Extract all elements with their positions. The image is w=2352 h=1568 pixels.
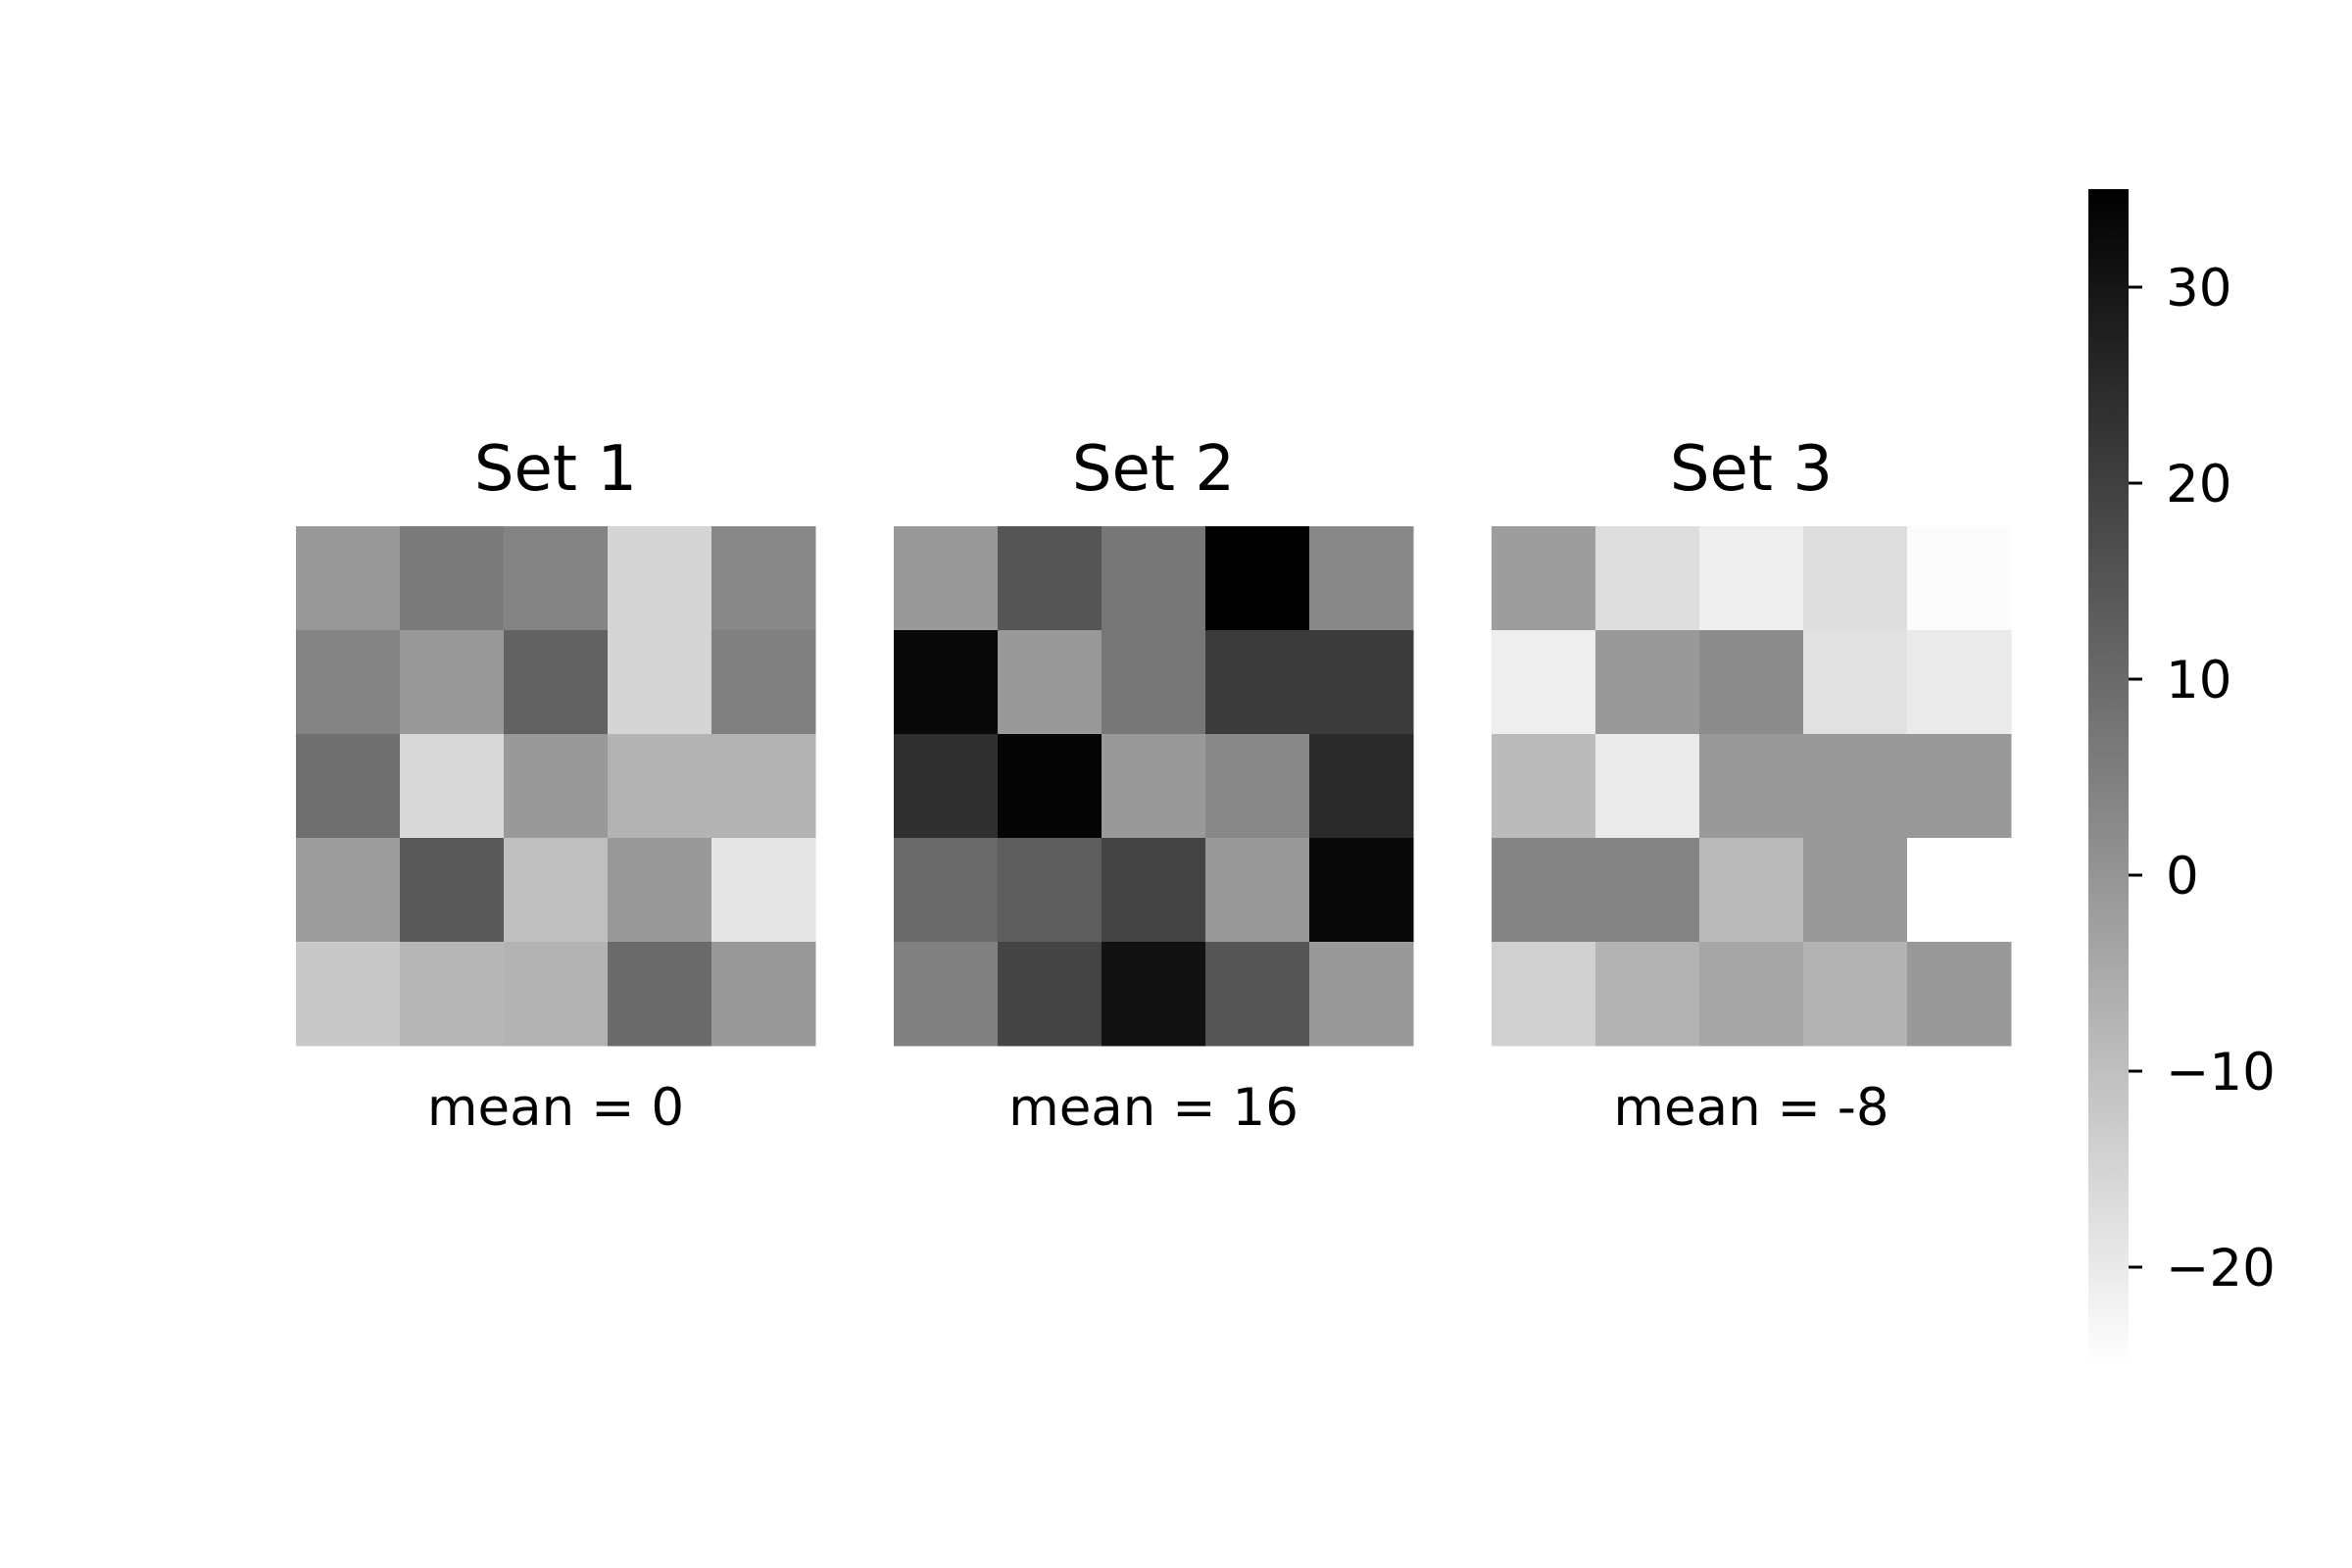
- heatmap-cell: [711, 630, 816, 735]
- heatmap-cell: [296, 630, 401, 735]
- heatmap-cell: [400, 838, 505, 943]
- heatmap-cell: [1803, 734, 1908, 839]
- heatmap-cell: [1309, 526, 1414, 631]
- heatmap-panel-set-2: Set 2 mean = 16: [894, 433, 1414, 1138]
- heatmap-cell: [711, 734, 816, 839]
- colorbar-tick-label: 0: [2166, 847, 2199, 906]
- heatmap-cell: [608, 734, 712, 839]
- heatmap-cell: [1699, 942, 1804, 1047]
- heatmap-cell: [1102, 838, 1206, 943]
- heatmap-cell: [1803, 838, 1908, 943]
- heatmap-cell: [1205, 630, 1310, 735]
- heatmap-cell: [400, 734, 505, 839]
- colorbar-gradient: [2088, 189, 2129, 1365]
- heatmap-cell: [504, 526, 609, 631]
- colorbar-tick-label: 20: [2166, 455, 2231, 514]
- heatmap-cell: [1803, 630, 1908, 735]
- heatmap-cell: [1907, 526, 2012, 631]
- heatmap-cell: [504, 630, 609, 735]
- heatmap-cell: [400, 526, 505, 631]
- heatmap-cell: [1309, 838, 1414, 943]
- heatmap-cell: [1309, 942, 1414, 1047]
- heatmap-cell: [1492, 526, 1596, 631]
- heatmap-cell: [1907, 838, 2012, 943]
- panel-title: Set 2: [1072, 433, 1235, 506]
- heatmap-cell: [608, 526, 712, 631]
- heatmap-cell: [998, 942, 1102, 1047]
- colorbar-tick-label: −20: [2166, 1239, 2276, 1298]
- heatmap-cell: [1102, 630, 1206, 735]
- heatmap-cell: [998, 630, 1102, 735]
- heatmap-cell: [608, 630, 712, 735]
- heatmap-cell: [1205, 838, 1310, 943]
- heatmap-cell: [1205, 734, 1310, 839]
- panel-title: Set 3: [1670, 433, 1833, 506]
- heatmap-cell: [1492, 630, 1596, 735]
- heatmap-panel-set-3: Set 3 mean = -8: [1492, 433, 2012, 1138]
- heatmap-cells: [894, 526, 1414, 1047]
- heatmap-cell: [504, 942, 609, 1047]
- heatmap-cell: [296, 942, 401, 1047]
- heatmap-cell: [1102, 526, 1206, 631]
- colorbar-ticks: 30 20 10 0 −10 −20: [2129, 259, 2276, 1298]
- heatmap-cells: [1492, 526, 2012, 1047]
- heatmap-cell: [1803, 526, 1908, 631]
- heatmap-cell: [1907, 942, 2012, 1047]
- heatmap-cell: [1699, 630, 1804, 735]
- heatmap-cell: [1595, 942, 1700, 1047]
- heatmap-cell: [400, 942, 505, 1047]
- heatmap-cell: [1309, 630, 1414, 735]
- heatmap-cell: [504, 734, 609, 839]
- heatmap-cell: [1492, 942, 1596, 1047]
- heatmap-cell: [296, 734, 401, 839]
- heatmap-cell: [1102, 734, 1206, 839]
- heatmap-cell: [1595, 838, 1700, 943]
- colorbar: 30 20 10 0 −10 −20: [2088, 189, 2276, 1365]
- panel-title: Set 1: [474, 433, 637, 506]
- heatmap-cell: [1492, 838, 1596, 943]
- heatmap-cell: [1595, 630, 1700, 735]
- heatmap-cell: [504, 838, 609, 943]
- heatmap-cell: [998, 526, 1102, 631]
- heatmap-cell: [998, 838, 1102, 943]
- heatmap-cell: [998, 734, 1102, 839]
- heatmap-cell: [894, 734, 999, 839]
- heatmap-cell: [1699, 734, 1804, 839]
- panel-caption: mean = -8: [1613, 1078, 1888, 1138]
- heatmap-cell: [1309, 734, 1414, 839]
- heatmap-cell: [608, 942, 712, 1047]
- heatmap-cell: [608, 838, 712, 943]
- heatmap-cell: [296, 838, 401, 943]
- heatmap-cell: [894, 630, 999, 735]
- heatmap-cells: [296, 526, 816, 1047]
- heatmap-cell: [894, 526, 999, 631]
- heatmap-cell: [1907, 630, 2012, 735]
- colorbar-tick-label: 30: [2166, 259, 2231, 318]
- panel-caption: mean = 16: [1008, 1078, 1298, 1138]
- heatmap-cell: [1205, 526, 1310, 631]
- heatmap-cell: [1102, 942, 1206, 1047]
- heatmap-panel-set-1: Set 1 mean = 0: [296, 433, 816, 1138]
- heatmap-cell: [296, 526, 401, 631]
- heatmap-cell: [1492, 734, 1596, 839]
- colorbar-tick-label: −10: [2166, 1043, 2276, 1102]
- heatmap-cell: [1595, 734, 1700, 839]
- heatmap-cell: [894, 942, 999, 1047]
- heatmap-cell: [1699, 838, 1804, 943]
- panel-caption: mean = 0: [427, 1078, 684, 1138]
- heatmap-cell: [1699, 526, 1804, 631]
- heatmap-cell: [711, 838, 816, 943]
- heatmap-cell: [711, 942, 816, 1047]
- heatmap-cell: [711, 526, 816, 631]
- colorbar-tick-label: 10: [2166, 651, 2231, 710]
- heatmap-cell: [894, 838, 999, 943]
- heatmap-cell: [1907, 734, 2012, 839]
- heatmap-cell: [1595, 526, 1700, 631]
- heatmap-cell: [1803, 942, 1908, 1047]
- heatmap-cell: [400, 630, 505, 735]
- heatmap-cell: [1205, 942, 1310, 1047]
